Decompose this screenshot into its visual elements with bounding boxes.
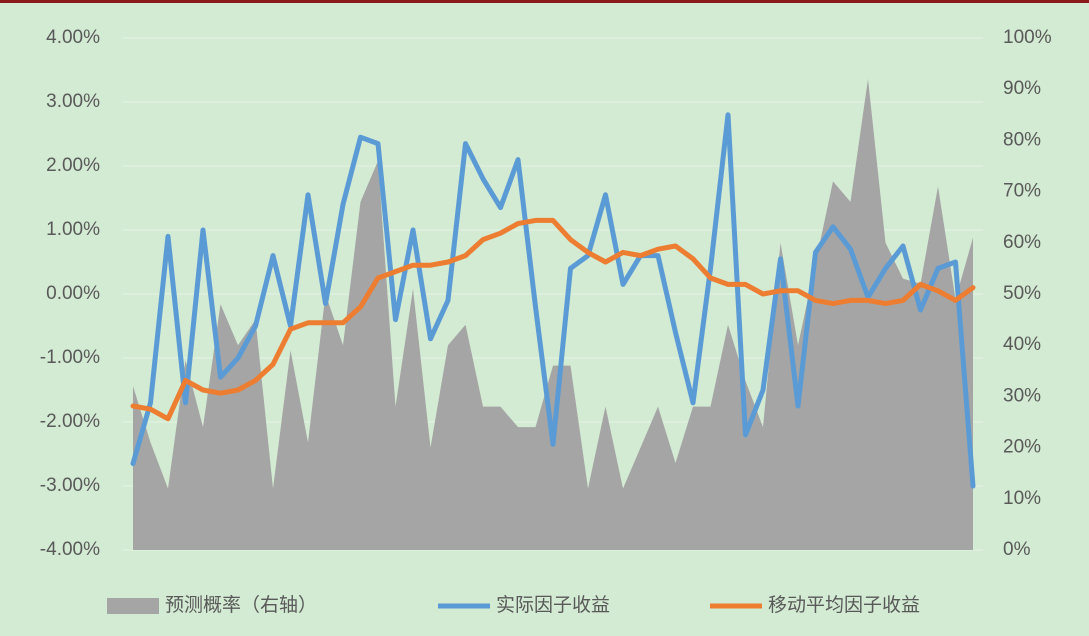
y2-tick-label: 80% xyxy=(1003,129,1041,150)
y2-tick-label: 50% xyxy=(1003,283,1041,304)
y2-tick-label: 30% xyxy=(1003,385,1041,406)
y-tick-label: 4.00% xyxy=(46,27,100,48)
top-border xyxy=(0,0,1089,3)
y-tick-label: 0.00% xyxy=(46,283,100,304)
y2-tick-label: 60% xyxy=(1003,232,1041,253)
y-tick-label: 1.00% xyxy=(46,219,100,240)
y2-tick-label: 0% xyxy=(1003,539,1031,560)
y-tick-label: 3.00% xyxy=(46,91,100,112)
y-tick-label: -3.00% xyxy=(40,475,100,496)
y2-tick-label: 20% xyxy=(1003,437,1041,458)
y2-tick-label: 40% xyxy=(1003,334,1041,355)
legend-label: 预测概率（右轴） xyxy=(165,594,317,616)
y-tick-label: -4.00% xyxy=(40,539,100,560)
legend-label: 实际因子收益 xyxy=(496,594,610,616)
line xyxy=(130,112,976,489)
y-tick-label: 2.00% xyxy=(46,155,100,176)
area xyxy=(133,78,973,551)
legend-swatch xyxy=(107,598,159,614)
y2-tick-label: 100% xyxy=(1003,27,1052,48)
line xyxy=(130,217,976,422)
y-tick-label: -2.00% xyxy=(40,411,100,432)
y2-tick-label: 90% xyxy=(1003,78,1041,99)
y-tick-label: -1.00% xyxy=(40,347,100,368)
y2-tick-label: 70% xyxy=(1003,181,1041,202)
y2-tick-label: 10% xyxy=(1003,488,1041,509)
legend-label: 移动平均因子收益 xyxy=(768,594,920,616)
